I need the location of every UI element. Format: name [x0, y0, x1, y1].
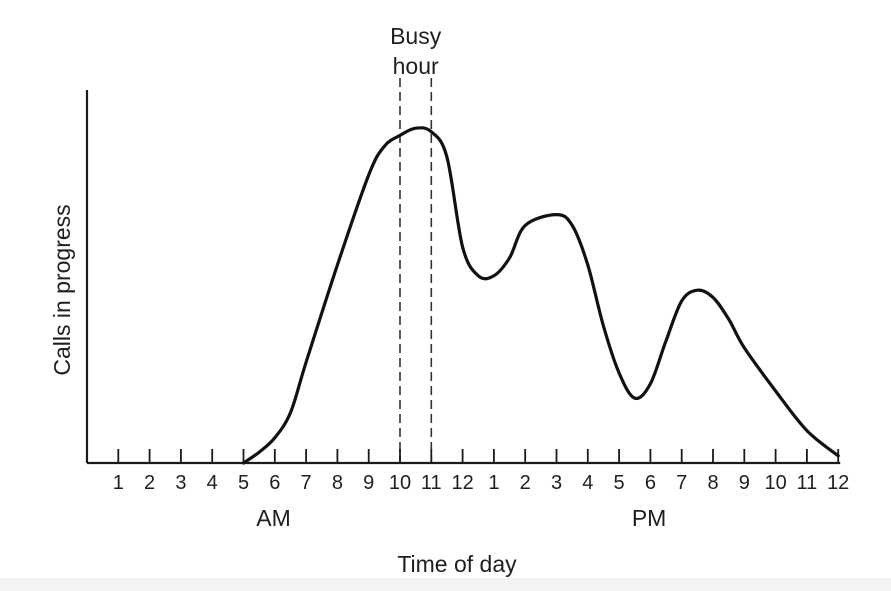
x-tick-label: 9 [739, 472, 750, 494]
bottom-band [0, 578, 891, 591]
x-tick-label: 10 [389, 472, 411, 494]
x-tick-label: 5 [238, 472, 249, 494]
x-tick-label: 11 [797, 472, 818, 494]
x-tick-label: 9 [363, 472, 374, 494]
x-tick-label: 6 [645, 472, 656, 494]
x-tick-label: 12 [827, 472, 849, 494]
x-tick-label: 8 [707, 472, 718, 494]
x-tick-label: 1 [113, 472, 124, 494]
x-tick-label: 4 [582, 472, 593, 494]
x-tick-label: 5 [614, 472, 625, 494]
x-tick-label: 7 [301, 472, 312, 494]
x-tick-label: 4 [207, 472, 218, 494]
x-tick-label: 10 [764, 472, 786, 494]
x-tick-label: 12 [451, 472, 473, 494]
x-tick-label: 6 [269, 472, 280, 494]
x-tick-label: 3 [175, 472, 186, 494]
period-label: PM [632, 505, 667, 531]
x-tick-label: 2 [144, 472, 155, 494]
x-tick-label: 11 [421, 472, 442, 494]
axes [85, 90, 841, 465]
x-tick-label: 1 [488, 472, 499, 494]
x-tick-label: 3 [551, 472, 562, 494]
busy-hour-label: Busy [390, 23, 442, 49]
series [241, 126, 840, 465]
period-label: AM [256, 505, 291, 531]
x-tick-label: 7 [676, 472, 687, 494]
busy-hour-label: hour [393, 53, 439, 79]
x-tick-label: 8 [332, 472, 343, 494]
y-axis-label: Calls in progress [49, 204, 75, 375]
calls-curve [241, 126, 840, 465]
x-axis-label: Time of day [397, 551, 517, 577]
busy-hour-annotation: Busy hour [390, 23, 442, 463]
x-tick-label: 2 [520, 472, 531, 494]
